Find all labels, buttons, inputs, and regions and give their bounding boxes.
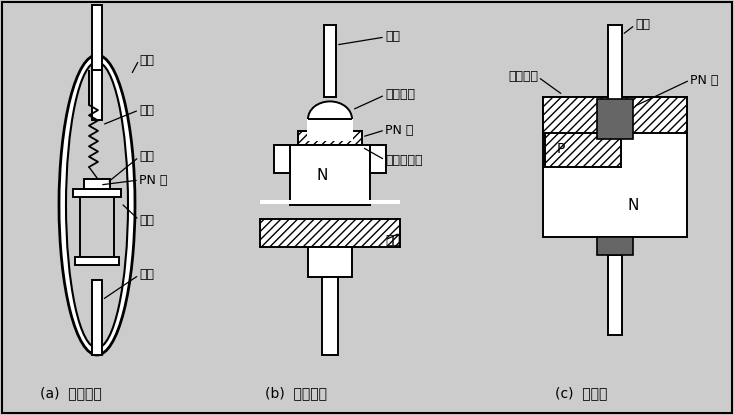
Bar	[92, 70, 102, 120]
Text: (b)  面接触型: (b) 面接触型	[265, 386, 327, 400]
Bar	[597, 237, 633, 255]
Text: 底座: 底座	[385, 234, 400, 247]
Bar	[75, 257, 119, 265]
Bar	[260, 219, 400, 247]
Bar	[543, 97, 687, 237]
Text: 金锑合金层: 金锑合金层	[385, 154, 423, 166]
Bar	[370, 145, 386, 173]
Text: 引线: 引线	[635, 19, 650, 32]
Text: P: P	[557, 142, 565, 156]
Text: 晶片: 晶片	[139, 151, 154, 164]
Bar	[308, 247, 352, 277]
Bar	[84, 179, 110, 189]
Text: 触丝: 触丝	[139, 103, 154, 117]
Ellipse shape	[308, 101, 352, 137]
Ellipse shape	[66, 62, 128, 348]
Bar	[545, 131, 621, 167]
Bar	[307, 119, 353, 141]
Bar	[324, 25, 336, 97]
Bar	[298, 131, 362, 145]
Text: PN 结: PN 结	[385, 124, 413, 137]
Bar	[608, 255, 622, 335]
Text: 铝合金球: 铝合金球	[385, 88, 415, 102]
Bar	[543, 97, 687, 133]
Bar	[290, 145, 370, 205]
Bar	[322, 277, 338, 355]
Text: N: N	[316, 168, 327, 183]
Bar	[597, 99, 633, 139]
Text: (a)  点接触型: (a) 点接触型	[40, 386, 102, 400]
Text: 外壳: 外壳	[139, 54, 154, 66]
Bar	[73, 189, 121, 197]
Text: 二氧化硅: 二氧化硅	[508, 71, 538, 83]
Text: PN 结: PN 结	[139, 173, 167, 186]
Text: 引线: 引线	[139, 269, 154, 281]
Text: (c)  平面型: (c) 平面型	[555, 386, 607, 400]
Bar	[92, 5, 102, 75]
Bar	[260, 200, 400, 204]
Text: 支架: 支架	[139, 213, 154, 227]
Bar	[92, 280, 102, 355]
Bar	[274, 145, 290, 173]
Text: PN 结: PN 结	[690, 73, 719, 86]
Ellipse shape	[59, 55, 135, 355]
Text: 引线: 引线	[385, 30, 400, 44]
Bar	[608, 25, 622, 113]
Text: N: N	[628, 198, 639, 212]
